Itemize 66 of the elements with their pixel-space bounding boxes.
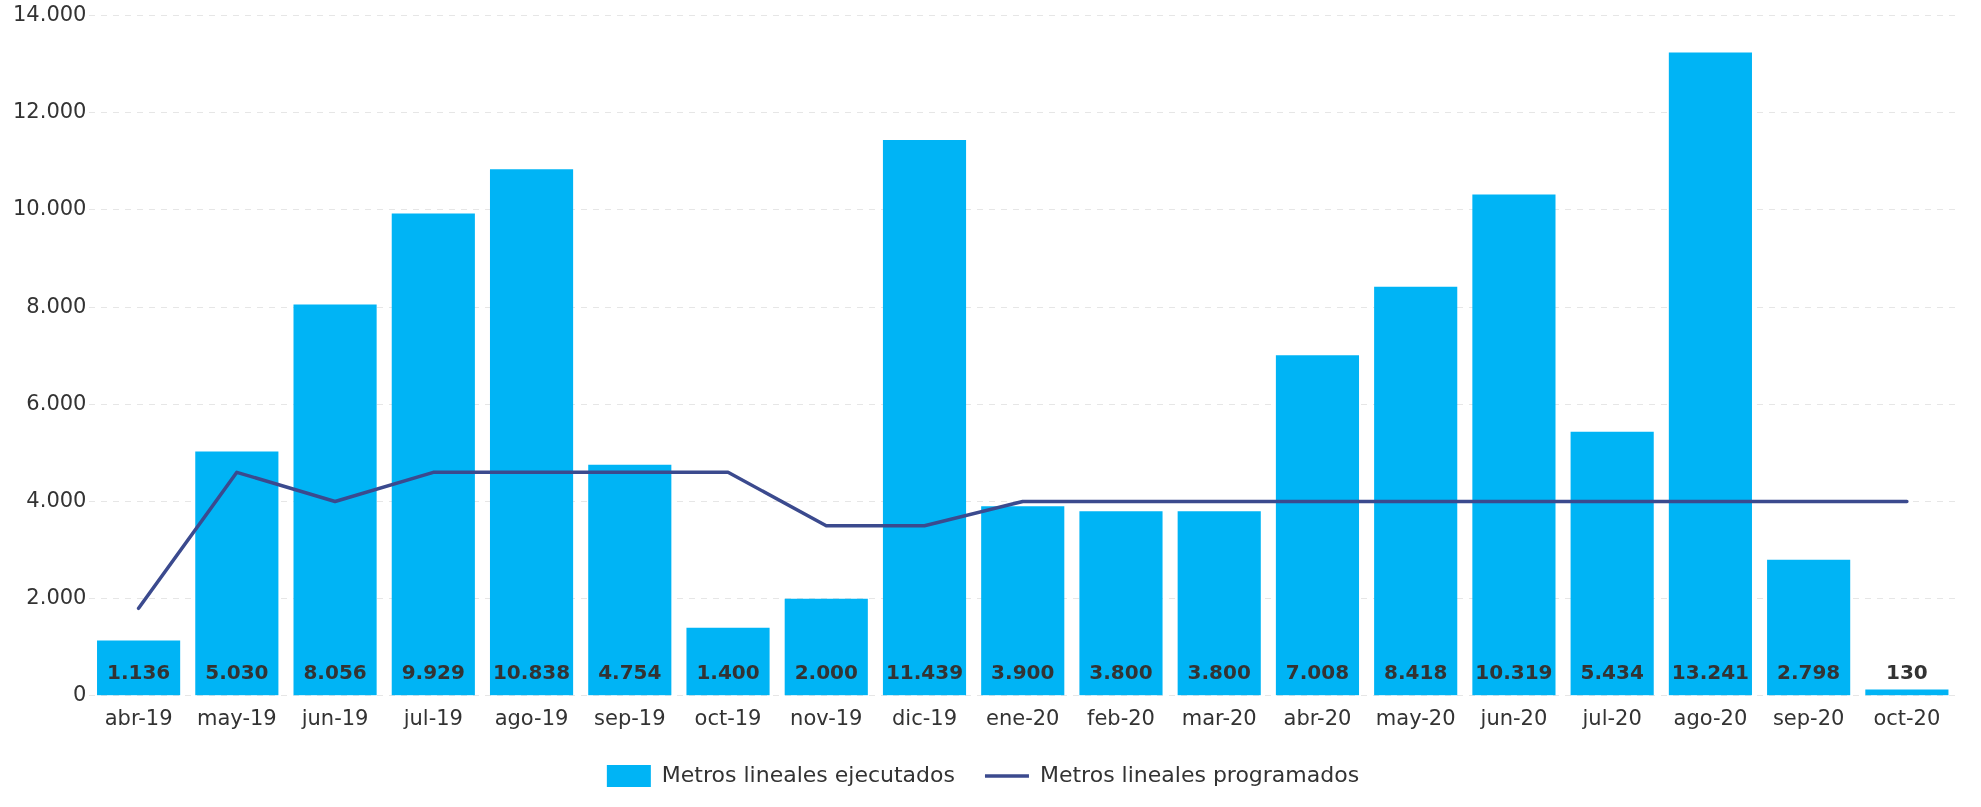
data-label: 1.136 (106, 660, 171, 684)
x-tick-label: sep-19 (594, 705, 666, 730)
y-tick-label: 10.000 (13, 196, 87, 221)
y-tick-label: 14.000 (13, 2, 87, 27)
bar (686, 627, 770, 696)
data-label: 3.800 (1089, 660, 1153, 684)
y-tick-label: 4.000 (26, 487, 87, 512)
bar (1374, 286, 1458, 696)
x-tick-label: jul-19 (402, 705, 463, 730)
bar (1865, 689, 1949, 696)
bar (588, 464, 672, 696)
bar (981, 506, 1065, 696)
data-label: 8.418 (1384, 660, 1448, 684)
y-tick-label: 2.000 (26, 585, 87, 610)
data-label: 5.434 (1580, 660, 1644, 684)
y-tick-label: 6.000 (26, 390, 87, 415)
data-label: 2.000 (794, 660, 858, 684)
data-label: 9.929 (401, 660, 465, 684)
x-tick-label: jul-20 (1581, 705, 1642, 730)
x-tick-label: jun-19 (300, 705, 369, 730)
data-label: 10.838 (492, 660, 571, 684)
data-label: 7.008 (1285, 660, 1350, 684)
x-tick-label: nov-19 (790, 705, 863, 730)
bar (489, 169, 574, 696)
data-label: 4.754 (598, 660, 662, 684)
bar (391, 213, 475, 696)
bar (1570, 431, 1654, 696)
bar (1177, 511, 1261, 696)
bar (784, 598, 868, 696)
data-label: 10.319 (1475, 660, 1553, 684)
x-tick-label: oct-19 (694, 705, 762, 730)
y-tick-label: 12.000 (13, 99, 87, 124)
bar (1668, 52, 1752, 696)
bar (882, 140, 967, 696)
data-label: 5.030 (205, 660, 269, 684)
x-tick-label: may-19 (196, 705, 277, 730)
legend-label: Metros lineales ejecutados (661, 761, 955, 787)
x-tick-label: jun-20 (1479, 705, 1548, 730)
data-label: 3.800 (1187, 660, 1251, 684)
bar (1472, 194, 1556, 696)
x-tick-label: mar-20 (1181, 705, 1257, 730)
data-label: 3.900 (991, 660, 1055, 684)
legend-label: Metros lineales programados (1039, 761, 1360, 787)
bar (195, 451, 279, 696)
bar (1079, 511, 1163, 696)
y-tick-label: 0 (73, 682, 87, 707)
data-label: 1.400 (696, 660, 760, 684)
x-tick-label: feb-20 (1087, 705, 1155, 730)
bar (1275, 355, 1360, 696)
x-tick-label: may-20 (1375, 705, 1456, 730)
x-tick-label: oct-20 (1873, 705, 1941, 730)
x-tick-label: ago-19 (494, 705, 569, 730)
x-tick-label: abr-20 (1283, 705, 1352, 730)
x-tick-label: ago-20 (1673, 705, 1748, 730)
bar (293, 304, 377, 696)
x-tick-label: abr-19 (104, 705, 173, 730)
data-label: 130 (1886, 660, 1928, 684)
data-label: 2.798 (1777, 660, 1841, 684)
x-tick-label: sep-20 (1772, 705, 1845, 730)
data-label: 8.056 (303, 660, 367, 684)
data-label: 11.439 (885, 660, 964, 684)
data-label: 13.241 (1671, 660, 1749, 684)
x-tick-label: ene-20 (986, 705, 1060, 730)
bar (1767, 559, 1851, 696)
y-tick-label: 8.000 (26, 293, 87, 318)
x-tick-label: dic-19 (891, 705, 958, 730)
